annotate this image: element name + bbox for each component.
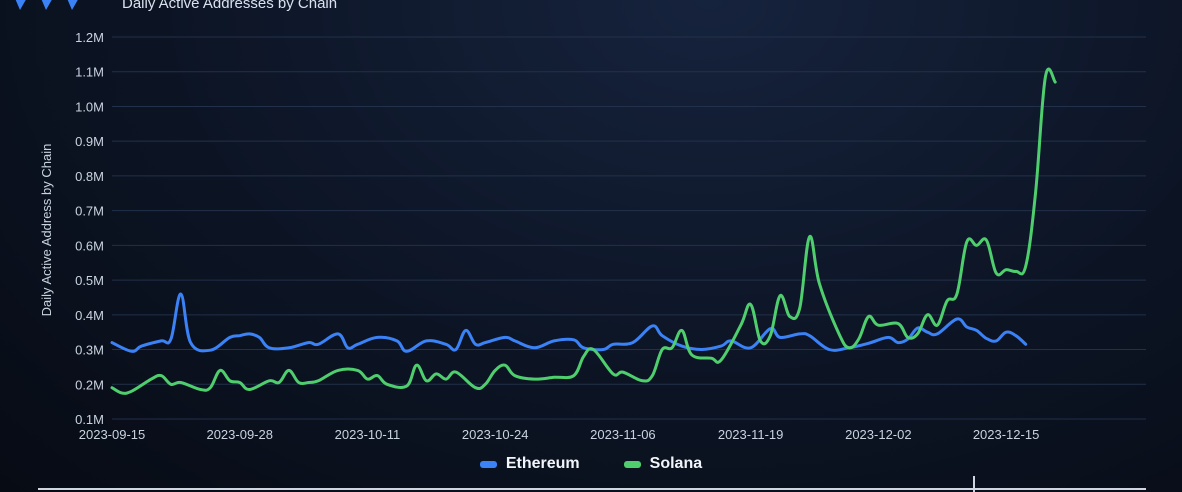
chart-title: Daily Active Addresses by Chain <box>122 0 338 12</box>
y-axis-ticks: 0.1M 0.2M 0.3M 0.4M 0.5M 0.6M 0.7M 0.8M 0.9M 1.0M… <box>75 30 104 427</box>
legend: Ethereum Solana <box>0 455 1182 473</box>
x-tick-label: 2023-12-15 <box>973 427 1040 442</box>
x-tick-label: 2023-12-02 <box>845 427 912 442</box>
y-tick-label: 0.6M <box>75 238 104 253</box>
legend-item-ethereum[interactable]: Ethereum <box>479 455 580 473</box>
y-tick-label: 0.3M <box>75 343 104 358</box>
y-tick-label: 1.0M <box>75 99 104 114</box>
y-tick-label: 1.2M <box>75 30 104 45</box>
y-tick-label: 0.9M <box>75 134 104 149</box>
y-tick-label: 0.7M <box>75 204 104 219</box>
x-tick-label: 2023-10-11 <box>335 427 401 442</box>
x-tick-label: 2023-11-19 <box>718 427 784 442</box>
y-tick-label: 0.2M <box>75 377 104 392</box>
x-tick-label: 2023-09-28 <box>206 427 273 442</box>
legend-label-ethereum: Ethereum <box>505 455 580 472</box>
series-line-solana <box>110 67 1057 395</box>
legend-label-solana: Solana <box>649 455 703 472</box>
legend-swatch-solana <box>623 460 641 468</box>
y-tick-label: 0.8M <box>75 169 104 184</box>
y-tick-label: 0.5M <box>75 273 104 288</box>
y-axis-label: Daily Active Address by Chain <box>39 144 54 317</box>
chevron-logo-icon <box>15 0 78 10</box>
x-tick-label: 2023-10-24 <box>462 427 529 442</box>
y-tick-label: 1.1M <box>75 65 104 80</box>
legend-swatch-ethereum <box>479 460 497 468</box>
x-tick-label: 2023-11-06 <box>590 427 656 442</box>
y-tick-label: 0.4M <box>75 308 104 323</box>
series-line-ethereum <box>110 292 1028 353</box>
title-row: Daily Active Addresses by Chain <box>10 0 337 14</box>
series-lines <box>110 67 1057 395</box>
bottom-divider-tick <box>973 476 975 492</box>
y-tick-label: 0.1M <box>75 412 104 427</box>
grid-lines <box>112 36 1146 420</box>
x-tick-label: 2023-09-15 <box>79 427 146 442</box>
legend-item-solana[interactable]: Solana <box>623 455 703 473</box>
bottom-divider <box>38 488 1146 490</box>
x-axis-ticks: 2023-09-15 2023-09-28 2023-10-11 2023-10-24… <box>79 427 1040 442</box>
